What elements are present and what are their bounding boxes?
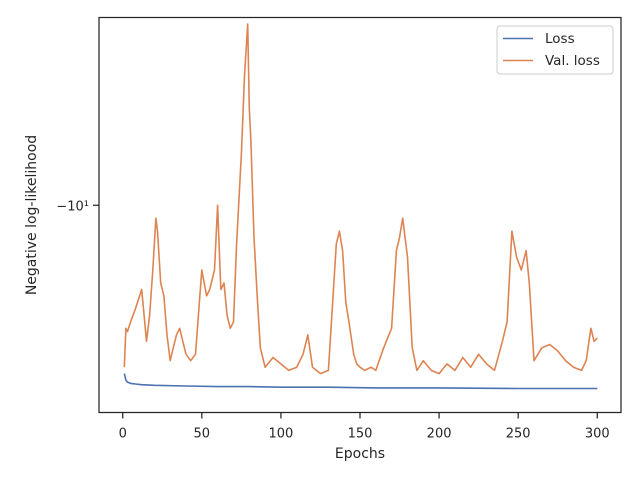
x-tick-label: 50 <box>194 427 211 442</box>
plot-frame <box>98 16 622 414</box>
y-tick-label: −10¹ <box>56 199 89 214</box>
x-tick-label: 100 <box>268 427 293 442</box>
x-tick-label: 300 <box>585 427 610 442</box>
legend-label-val-loss: Val. loss <box>545 53 600 69</box>
x-axis: 0 50 100 150 200 250 300 <box>119 412 610 442</box>
legend-label-loss: Loss <box>545 31 575 47</box>
series-line-loss <box>123 373 598 390</box>
x-axis-label: Epochs <box>335 446 385 462</box>
y-axis-label: Negative log-likelihood <box>24 135 40 295</box>
y-axis: −10¹ <box>56 199 99 214</box>
x-tick-label: 200 <box>427 427 452 442</box>
x-tick-label: 150 <box>348 427 373 442</box>
series-line-val-loss <box>123 23 598 375</box>
x-tick-label: 0 <box>119 427 127 442</box>
legend: Loss Val. loss <box>496 25 614 75</box>
series-layer <box>123 23 598 390</box>
x-tick-label: 250 <box>506 427 531 442</box>
